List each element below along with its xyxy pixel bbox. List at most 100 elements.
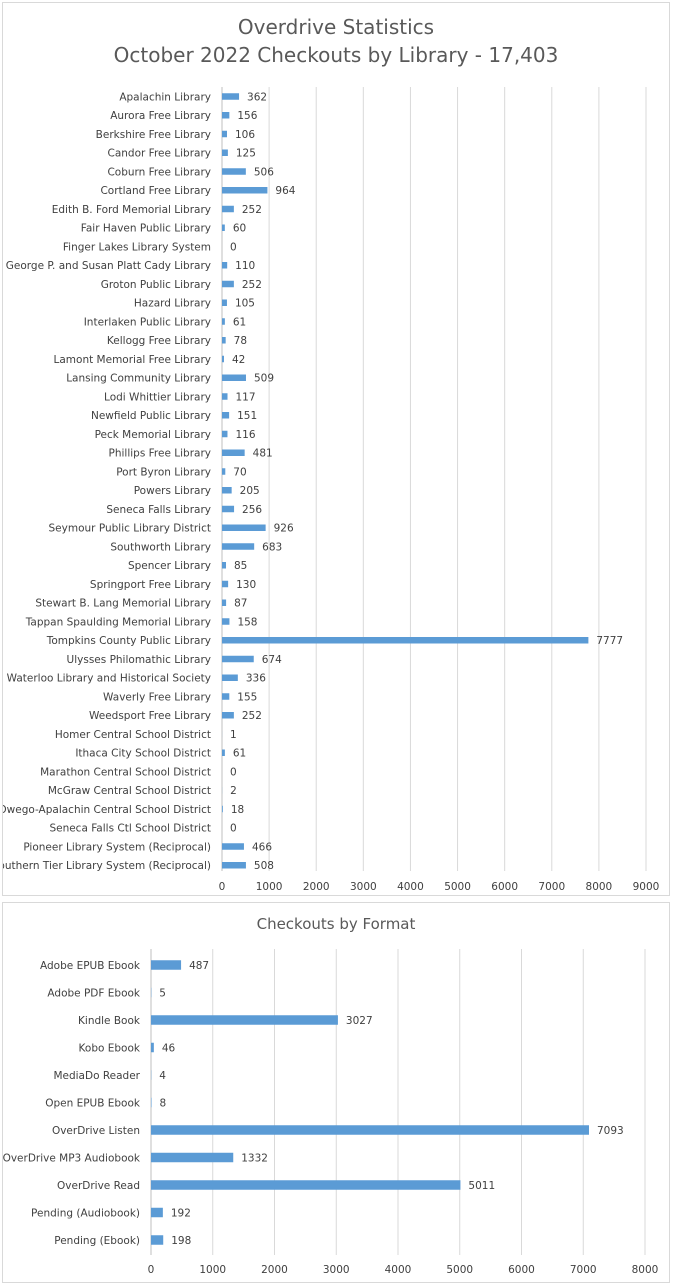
bar	[222, 562, 227, 569]
library-bar-plot: 0 1000 2000 3000 4000 5000 6000 7000 8000 9000Apa…	[3, 87, 659, 893]
data-label: 252	[242, 279, 262, 291]
bar	[151, 1125, 589, 1135]
category-label: OverDrive MP3 Audiobook	[3, 1152, 141, 1164]
bar	[151, 1180, 461, 1190]
category-label: Stewart B. Lang Memorial Library	[35, 598, 211, 610]
bar	[222, 149, 228, 156]
data-label: 78	[234, 335, 247, 347]
data-label: 926	[274, 523, 294, 535]
data-label: 70	[233, 466, 246, 478]
category-label: Adobe PDF Ebook	[47, 987, 140, 999]
category-label: Finger Lakes Library System	[63, 241, 211, 253]
data-label: 487	[189, 960, 209, 972]
bar	[222, 112, 230, 119]
data-label: 105	[235, 298, 255, 310]
data-label: 0	[230, 823, 237, 835]
bar	[222, 224, 225, 231]
bar	[222, 749, 225, 756]
bar	[222, 318, 225, 325]
bar	[222, 280, 234, 288]
category-label: OverDrive Read	[57, 1180, 140, 1192]
bar	[222, 862, 246, 869]
data-label: 110	[235, 260, 255, 272]
data-label: 42	[232, 354, 245, 366]
bar	[222, 187, 268, 194]
category-label: Powers Library	[134, 485, 211, 497]
data-label: 1	[230, 729, 237, 741]
data-label: 252	[242, 204, 262, 216]
bar	[222, 580, 229, 588]
bar	[151, 1207, 163, 1218]
data-label: 7093	[597, 1125, 624, 1137]
category-label: Lansing Community Library	[66, 373, 211, 385]
bar	[222, 393, 228, 400]
bar	[222, 412, 230, 419]
chart-subtitle-line: October 2022 Checkouts by Library - 17,4…	[113, 43, 559, 67]
bar	[151, 1015, 338, 1025]
category-label: Hazard Library	[134, 298, 211, 310]
category-label: Seymour Public Library District	[49, 523, 211, 535]
category-label: Lodi Whittier Library	[104, 391, 211, 403]
bar	[222, 693, 230, 700]
data-label: 0	[230, 766, 237, 778]
bar	[222, 655, 254, 663]
x-tick-label: 3000	[323, 1264, 350, 1276]
bar	[151, 1235, 164, 1245]
data-label: 362	[247, 91, 267, 103]
category-label: Ithaca City School District	[75, 748, 211, 760]
category-label: Waverly Free Library	[103, 691, 211, 703]
data-label: 151	[237, 410, 257, 422]
bar	[222, 299, 227, 306]
bar	[222, 674, 238, 681]
data-label: 481	[253, 448, 273, 460]
bar	[222, 374, 246, 381]
x-tick-label: 3000	[350, 881, 377, 893]
category-label: Kobo Ebook	[79, 1042, 141, 1054]
category-label: Homer Central School District	[55, 729, 211, 741]
category-label: McGraw Central School District	[48, 785, 211, 797]
x-tick-label: 1000	[256, 881, 283, 893]
bar	[222, 505, 235, 513]
bar	[222, 337, 226, 344]
x-tick-label: 7000	[570, 1264, 597, 1276]
data-label: 256	[242, 504, 262, 516]
data-label: 87	[234, 598, 247, 610]
x-tick-label: 8000	[632, 1264, 659, 1276]
data-label: 336	[246, 673, 266, 685]
data-label: 46	[162, 1042, 176, 1054]
data-label: 7777	[596, 635, 623, 647]
category-label: Southern Tier Library System (Reciprocal…	[3, 860, 211, 872]
bar	[222, 599, 227, 606]
bar	[222, 543, 255, 550]
category-label: Pioneer Library System (Reciprocal)	[23, 841, 211, 853]
bar	[222, 468, 226, 475]
data-label: 60	[233, 223, 246, 235]
bar	[222, 637, 589, 644]
data-label: 125	[236, 148, 256, 160]
category-label: MediaDo Reader	[53, 1070, 140, 1082]
data-label: 205	[240, 485, 260, 497]
x-tick-label: 2000	[261, 1264, 288, 1276]
category-label: Berkshire Free Library	[96, 129, 211, 141]
bar	[222, 805, 223, 813]
category-label: Spencer Library	[128, 560, 211, 572]
category-label: Edith B. Ford Memorial Library	[52, 204, 211, 216]
category-label: Ulysses Philomathic Library	[67, 654, 211, 666]
category-label: Marathon Central School District	[40, 766, 211, 778]
bar	[222, 93, 240, 100]
x-tick-label: 1000	[199, 1264, 226, 1276]
data-label: 4	[159, 1070, 166, 1082]
data-label: 156	[237, 110, 257, 122]
data-label: 506	[254, 166, 274, 178]
data-label: 116	[235, 429, 255, 441]
bar	[222, 843, 244, 850]
category-label: Kindle Book	[78, 1015, 141, 1027]
category-label: Adobe EPUB Ebook	[40, 960, 141, 972]
bar	[151, 960, 182, 970]
data-label: 117	[236, 391, 256, 403]
category-label: Apalachin Library	[119, 91, 211, 103]
category-label: Fair Haven Public Library	[81, 223, 211, 235]
format-checkouts-chart: Checkouts by Format 0 1000 2000 3000 4000 500…	[2, 902, 670, 1283]
bar	[222, 168, 246, 175]
bar	[222, 487, 232, 494]
